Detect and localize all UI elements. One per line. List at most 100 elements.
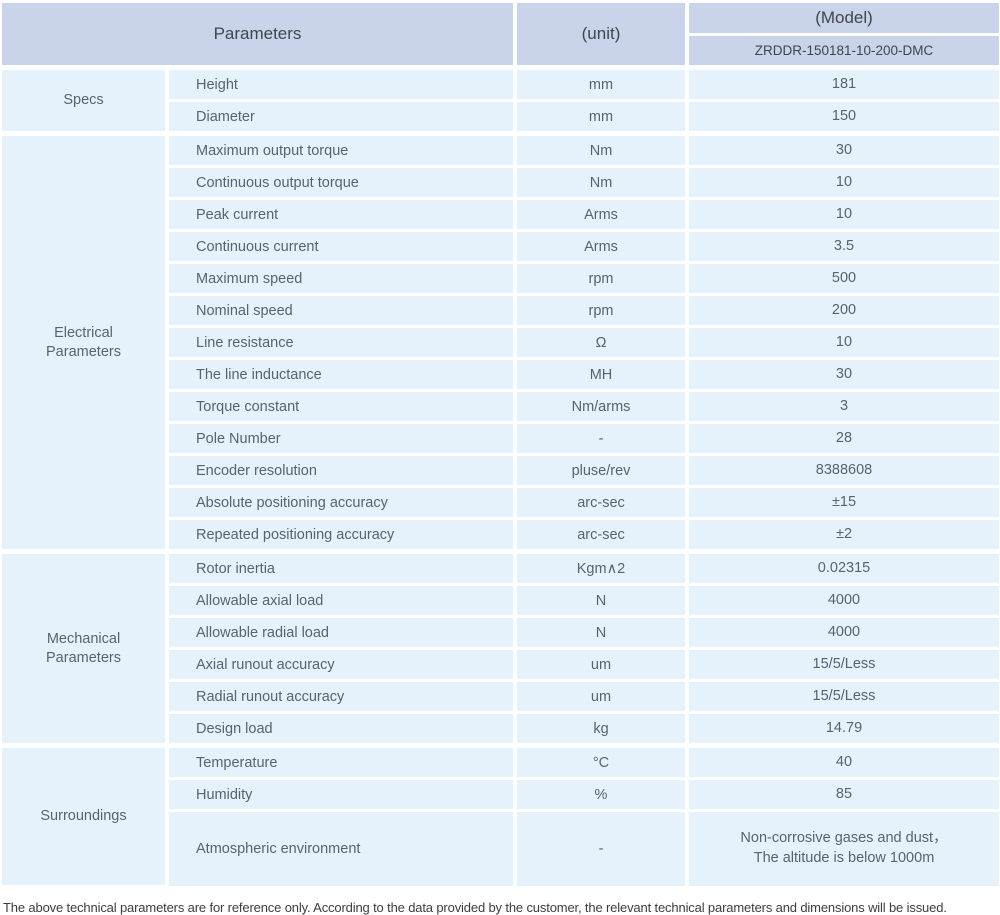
param-value: 4000	[685, 584, 999, 618]
group-label: Surroundings	[2, 743, 167, 890]
spec-table-body: Specs Height mm 181 Diameter mm 150 Electrical …	[2, 65, 999, 890]
param-name: Radial runout accuracy	[165, 680, 515, 714]
param-name: Atmospheric environment	[165, 810, 515, 889]
table-row: Maximum speed rpm 500	[2, 262, 999, 296]
param-unit: um	[513, 680, 687, 714]
param-name: Height	[165, 65, 515, 102]
param-name: Pole Number	[165, 422, 515, 456]
table-row: Axial runout accuracy um 15/5/Less	[2, 648, 999, 682]
table-row: Electrical Parameters Maximum output torq…	[2, 131, 999, 554]
table-row: Mechanical Parameters Rotor inertia Kgm∧2 0…	[2, 549, 999, 748]
param-name: Rotor inertia	[165, 549, 515, 586]
param-value: 15/5/Less	[685, 680, 999, 714]
table-row: Radial runout accuracy um 15/5/Less	[2, 680, 999, 714]
param-name: Humidity	[165, 778, 515, 812]
header-unit: (unit)	[513, 3, 687, 68]
param-value: 3.5	[685, 230, 999, 264]
param-unit: mm	[513, 100, 687, 135]
param-unit: -	[513, 422, 687, 456]
param-unit: Arms	[513, 230, 687, 264]
table-row: Diameter mm 150	[2, 100, 999, 135]
param-value: 10	[685, 198, 999, 232]
table-row: Peak current Arms 10	[2, 198, 999, 232]
param-unit: rpm	[513, 294, 687, 328]
table-row: Allowable axial load N 4000	[2, 584, 999, 618]
param-value: 150	[685, 100, 999, 135]
param-value: 181	[685, 65, 999, 102]
param-value: 8388608	[685, 454, 999, 488]
param-name: Nominal speed	[165, 294, 515, 328]
param-name: The line inductance	[165, 358, 515, 392]
param-unit: Nm	[513, 166, 687, 200]
spec-table: Parameters (unit) (Model) ZRDDR-150181-1…	[2, 3, 999, 890]
spec-sheet-page: Parameters (unit) (Model) ZRDDR-150181-1…	[2, 3, 999, 915]
group-label: Specs	[2, 65, 167, 136]
header-model: (Model)	[685, 3, 999, 36]
param-value: 28	[685, 422, 999, 456]
header-parameters: Parameters	[2, 3, 515, 68]
param-value: 30	[685, 131, 999, 168]
param-name: Maximum output torque	[165, 131, 515, 168]
param-unit: rpm	[513, 262, 687, 296]
param-name: Diameter	[165, 100, 515, 135]
param-unit: MH	[513, 358, 687, 392]
param-value: 40	[685, 743, 999, 780]
table-row: Encoder resolution pluse/rev 8388608	[2, 454, 999, 488]
param-unit: Kgm∧2	[513, 549, 687, 586]
footnote: The above technical parameters are for r…	[3, 900, 947, 915]
table-row: Surroundings Temperature °C 40	[2, 743, 999, 890]
table-row: Pole Number -28	[2, 422, 999, 456]
param-unit: pluse/rev	[513, 454, 687, 488]
table-row: Repeated positioning accuracy arc-sec ±2	[2, 518, 999, 553]
table-row: Allowable radial load N 4000	[2, 616, 999, 650]
param-unit: Nm/arms	[513, 390, 687, 424]
param-name: Maximum speed	[165, 262, 515, 296]
param-value: 14.79	[685, 712, 999, 747]
group-label: Mechanical Parameters	[2, 549, 167, 748]
param-value: 0.02315	[685, 549, 999, 586]
spec-table-header: Parameters (unit) (Model) ZRDDR-150181-1…	[2, 3, 999, 68]
param-unit: °C	[513, 743, 687, 780]
param-name: Allowable axial load	[165, 584, 515, 618]
param-name: Encoder resolution	[165, 454, 515, 488]
param-name: Line resistance	[165, 326, 515, 360]
table-row: Continuous output torque Nm 10	[2, 166, 999, 200]
table-row: Line resistance Ω 10	[2, 326, 999, 360]
param-unit: arc-sec	[513, 486, 687, 520]
param-value: 85	[685, 778, 999, 812]
table-row: Specs Height mm 181	[2, 65, 999, 136]
param-name: Continuous output torque	[165, 166, 515, 200]
table-row: Torque constant Nm/arms 3	[2, 390, 999, 424]
table-row: Design load kg 14.79	[2, 712, 999, 747]
param-name: Torque constant	[165, 390, 515, 424]
table-row: The line inductance MH 30	[2, 358, 999, 392]
param-name: Absolute positioning accuracy	[165, 486, 515, 520]
param-unit: -	[513, 810, 687, 889]
param-value: ±2	[685, 518, 999, 553]
table-row: Humidity% 85	[2, 778, 999, 812]
param-value: 3	[685, 390, 999, 424]
table-row: Absolute positioning accuracy arc-sec ±15	[2, 486, 999, 520]
param-value: 10	[685, 166, 999, 200]
param-value: 30	[685, 358, 999, 392]
param-unit: mm	[513, 65, 687, 102]
param-value: 15/5/Less	[685, 648, 999, 682]
param-value: Non-corrosive gases and dust， The altitu…	[685, 810, 999, 889]
param-unit: Nm	[513, 131, 687, 168]
param-value: 200	[685, 294, 999, 328]
table-row: Continuous current Arms 3.5	[2, 230, 999, 264]
table-row: Nominal speed rpm 200	[2, 294, 999, 328]
group-label: Electrical Parameters	[2, 131, 167, 554]
param-name: Continuous current	[165, 230, 515, 264]
param-value: ±15	[685, 486, 999, 520]
param-value: 4000	[685, 616, 999, 650]
param-unit: kg	[513, 712, 687, 747]
param-unit: %	[513, 778, 687, 812]
param-name: Design load	[165, 712, 515, 747]
param-value: 10	[685, 326, 999, 360]
table-row: Atmospheric environment - Non-corrosive ga…	[2, 810, 999, 889]
param-unit: N	[513, 584, 687, 618]
param-name: Temperature	[165, 743, 515, 780]
param-unit: arc-sec	[513, 518, 687, 553]
param-unit: Arms	[513, 198, 687, 232]
